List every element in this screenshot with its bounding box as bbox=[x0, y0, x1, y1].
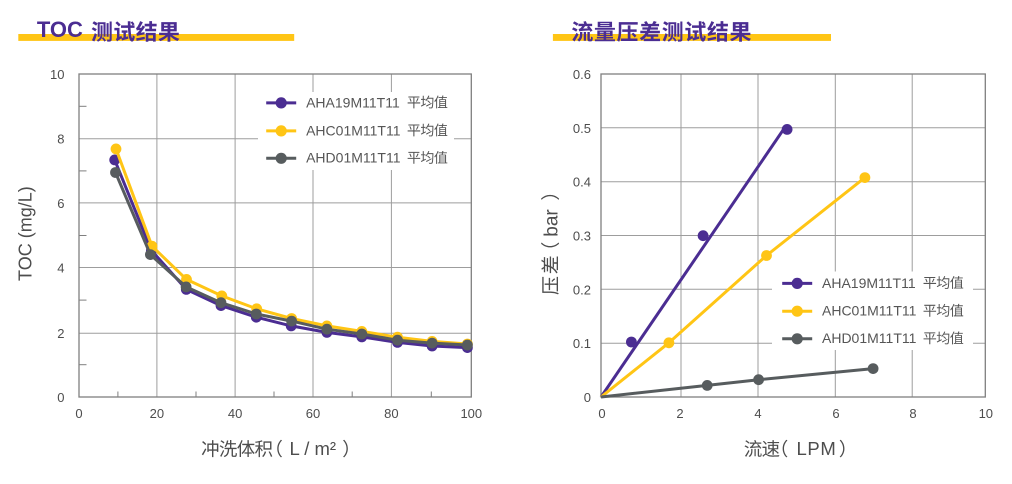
svg-text:0.2: 0.2 bbox=[573, 282, 591, 297]
svg-text:0.4: 0.4 bbox=[573, 175, 591, 190]
svg-text:4: 4 bbox=[57, 261, 64, 276]
svg-text:0.3: 0.3 bbox=[573, 229, 591, 244]
svg-text:L / m²: L / m² bbox=[290, 438, 337, 459]
svg-text:8: 8 bbox=[909, 406, 916, 421]
svg-text:80: 80 bbox=[384, 406, 398, 421]
svg-text:AHC01M11T11: AHC01M11T11 bbox=[306, 122, 401, 138]
svg-text:6: 6 bbox=[832, 406, 839, 421]
svg-text:AHD01M11T11: AHD01M11T11 bbox=[822, 330, 917, 346]
svg-text:0.6: 0.6 bbox=[573, 67, 591, 82]
svg-text:4: 4 bbox=[754, 406, 761, 421]
svg-text:AHD01M11T11: AHD01M11T11 bbox=[306, 150, 401, 166]
svg-text:AHA19M11T11: AHA19M11T11 bbox=[306, 94, 400, 110]
svg-text:0.5: 0.5 bbox=[573, 121, 591, 136]
svg-text:AHA19M11T11: AHA19M11T11 bbox=[822, 275, 916, 291]
svg-text:100: 100 bbox=[460, 406, 482, 421]
svg-text:20: 20 bbox=[150, 406, 164, 421]
svg-text:2: 2 bbox=[676, 406, 683, 421]
svg-text:0: 0 bbox=[598, 406, 605, 421]
svg-text:40: 40 bbox=[228, 406, 242, 421]
svg-text:6: 6 bbox=[57, 196, 64, 211]
svg-text:0: 0 bbox=[584, 390, 591, 405]
svg-text:60: 60 bbox=[306, 406, 320, 421]
svg-text:0: 0 bbox=[57, 390, 64, 405]
svg-text:AHC01M11T11: AHC01M11T11 bbox=[822, 303, 917, 319]
svg-text:TOC (mg/L): TOC (mg/L) bbox=[16, 186, 36, 281]
svg-text:bar: bar bbox=[541, 209, 562, 237]
svg-text:10: 10 bbox=[50, 67, 64, 82]
svg-text:TOC: TOC bbox=[37, 17, 83, 42]
svg-text:0.1: 0.1 bbox=[573, 336, 591, 351]
svg-text:0: 0 bbox=[75, 406, 82, 421]
svg-text:10: 10 bbox=[979, 406, 993, 421]
svg-text:8: 8 bbox=[57, 132, 64, 147]
svg-text:LPM: LPM bbox=[797, 438, 837, 459]
svg-text:2: 2 bbox=[57, 326, 64, 341]
